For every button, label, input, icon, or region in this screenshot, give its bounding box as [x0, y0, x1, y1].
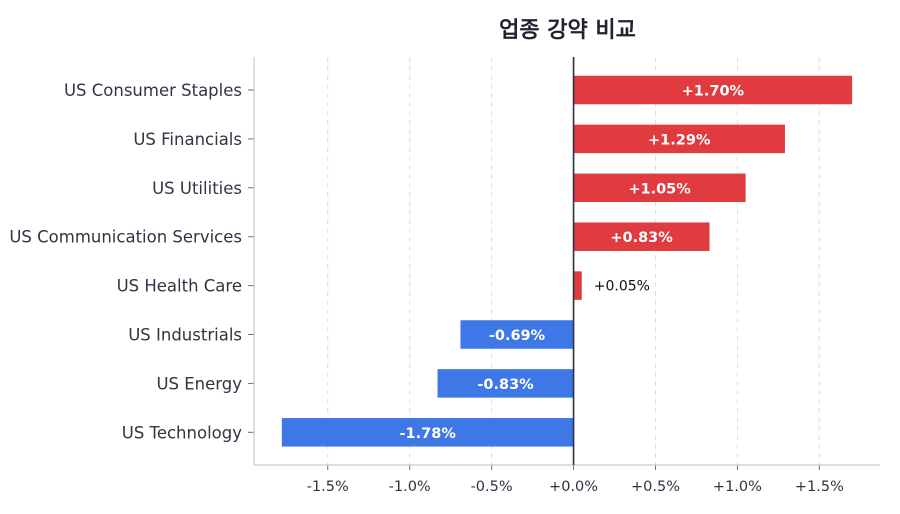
bar: [573, 75, 853, 105]
x-tick-label: -0.5%: [471, 479, 513, 495]
bar: [437, 369, 574, 398]
data-label: -0.83%: [477, 377, 534, 393]
category-label: US Communication Services: [9, 228, 242, 247]
data-label: -1.78%: [400, 426, 457, 442]
category-label: US Technology: [122, 423, 242, 442]
x-tick-label: +0.5%: [631, 479, 680, 495]
data-label: -0.69%: [489, 328, 546, 344]
bars: [281, 75, 853, 447]
category-label: US Utilities: [152, 179, 242, 198]
bar: [573, 222, 710, 251]
bar: [281, 418, 574, 447]
data-label: +1.70%: [682, 84, 745, 100]
data-label: +0.05%: [594, 279, 650, 295]
data-label: +0.83%: [610, 230, 673, 246]
x-tick-label: -1.0%: [389, 479, 431, 495]
axes: [248, 57, 880, 470]
bar: [460, 320, 574, 349]
x-tick-label: +0.0%: [549, 479, 598, 495]
x-tick-label: -1.5%: [307, 479, 349, 495]
category-label: US Consumer Staples: [64, 81, 242, 100]
chart-title: 업종 강약 비교: [499, 18, 636, 43]
bar: [573, 124, 785, 154]
category-label: US Financials: [133, 130, 242, 149]
category-label: US Industrials: [128, 326, 242, 345]
data-label: +1.29%: [648, 132, 711, 148]
bar: [573, 271, 582, 300]
category-label: US Energy: [156, 374, 242, 393]
x-tick-label: +1.5%: [795, 479, 844, 495]
category-label: US Health Care: [117, 277, 242, 296]
data-label: +1.05%: [628, 181, 691, 197]
bar: [573, 173, 746, 203]
labels: -1.5% -1.0% -0.5% +0.0% +0.5% +1.0% +1.5% US Co…: [9, 81, 844, 495]
x-tick-label: +1.0%: [713, 479, 762, 495]
